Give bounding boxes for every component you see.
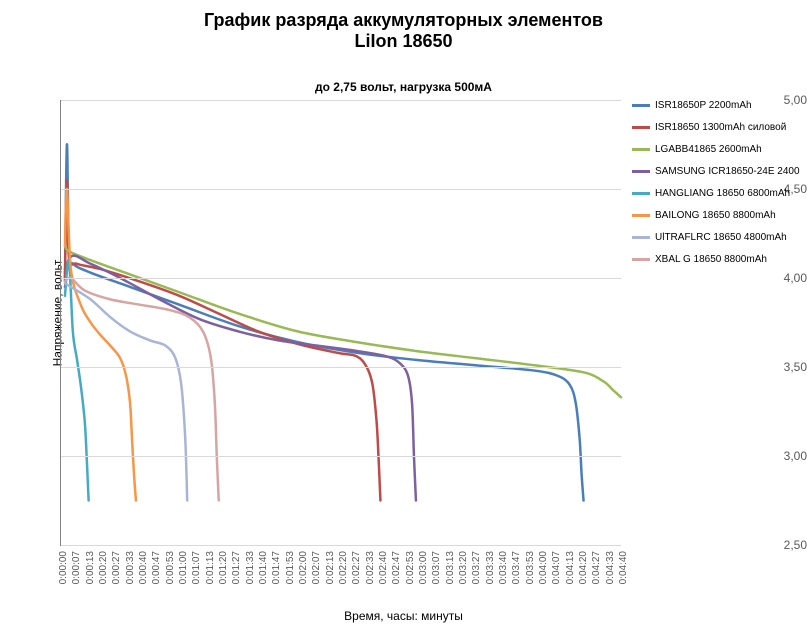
x-tick-label: 0:00:20 [98, 551, 109, 584]
chart-title-line-1: LiIon 18650 [0, 31, 807, 52]
gridline-h [61, 456, 621, 457]
x-tick-label: 0:01:27 [231, 551, 242, 584]
x-tick-label: 0:02:47 [391, 551, 402, 584]
legend-swatch [632, 236, 650, 239]
legend-label: BAILONG 18650 8800mAh [655, 210, 776, 221]
gridline-h [61, 189, 621, 190]
x-tick-label: 0:03:13 [445, 551, 456, 584]
x-tick-label: 0:03:40 [498, 551, 509, 584]
x-tick-label: 0:00:27 [111, 551, 122, 584]
legend-item: UlTRAFLRC 18650 4800mAh [632, 232, 800, 243]
legend-item: BAILONG 18650 8800mAh [632, 210, 800, 221]
legend-swatch [632, 258, 650, 261]
series-line [65, 246, 621, 397]
legend-item: ISR18650P 2200mAh [632, 100, 800, 111]
series-line [65, 256, 416, 501]
chart-container: График разряда аккумуляторных элементовL… [0, 0, 807, 625]
plot-svg [61, 100, 621, 545]
legend-item: XBAL G 18650 8800mAh [632, 254, 800, 265]
legend-item: ISR18650 1300mAh силовой [632, 122, 800, 133]
x-tick-label: 0:02:33 [365, 551, 376, 584]
x-tick-label: 0:03:07 [431, 551, 442, 584]
legend-swatch [632, 214, 650, 217]
x-tick-label: 0:02:40 [378, 551, 389, 584]
x-tick-label: 0:00:40 [138, 551, 149, 584]
gridline-h [61, 100, 621, 101]
x-tick-label: 0:04:27 [591, 551, 602, 584]
y-tick-label: 2,50 [755, 538, 807, 552]
x-tick-label: 0:00:53 [165, 551, 176, 584]
x-tick-label: 0:00:07 [71, 551, 82, 584]
x-tick-label: 0:01:40 [258, 551, 269, 584]
legend-swatch [632, 192, 650, 195]
x-tick-label: 0:01:33 [245, 551, 256, 584]
x-tick-label: 0:00:33 [125, 551, 136, 584]
legend: ISR18650P 2200mAh ISR18650 1300mAh силово… [632, 100, 800, 276]
x-tick-label: 0:04:40 [618, 551, 629, 584]
chart-title: График разряда аккумуляторных элементовL… [0, 10, 807, 52]
series-line [65, 180, 380, 501]
gridline-h [61, 367, 621, 368]
x-tick-label: 0:02:00 [298, 551, 309, 584]
legend-swatch [632, 170, 650, 173]
legend-swatch [632, 104, 650, 107]
x-axis-label: Время, часы: минуты [0, 609, 807, 623]
legend-item: SAMSUNG ICR18650-24E 2400 [632, 166, 800, 177]
x-tick-label: 0:03:47 [511, 551, 522, 584]
x-tick-label: 0:01:20 [218, 551, 229, 584]
plot-area [60, 100, 621, 546]
legend-item: LGABB41865 2600mAh [632, 144, 800, 155]
x-tick-label: 0:02:53 [405, 551, 416, 584]
x-tick-label: 0:02:27 [351, 551, 362, 584]
x-tick-label: 0:00:13 [85, 551, 96, 584]
gridline-h [61, 278, 621, 279]
legend-label: ISR18650 1300mAh силовой [655, 122, 786, 133]
legend-label: ISR18650P 2200mAh [655, 100, 752, 111]
y-tick-label: 3,00 [755, 449, 807, 463]
x-tick-label: 0:01:53 [285, 551, 296, 584]
x-tick-label: 0:04:20 [578, 551, 589, 584]
x-tick-label: 0:00:47 [151, 551, 162, 584]
x-tick-label: 0:03:20 [458, 551, 469, 584]
gridline-h [61, 545, 621, 546]
legend-label: HANGLIANG 18650 6800mAh [655, 188, 790, 199]
y-tick-label: 3,50 [755, 360, 807, 374]
chart-title-line-0: График разряда аккумуляторных элементов [0, 10, 807, 31]
legend-label: XBAL G 18650 8800mAh [655, 254, 767, 265]
legend-item: HANGLIANG 18650 6800mAh [632, 188, 800, 199]
x-tick-label: 0:03:00 [418, 551, 429, 584]
x-tick-label: 0:00:00 [58, 551, 69, 584]
legend-swatch [632, 126, 650, 129]
legend-swatch [632, 148, 650, 151]
x-tick-label: 0:03:53 [525, 551, 536, 584]
legend-label: SAMSUNG ICR18650-24E 2400 [655, 166, 800, 177]
x-tick-label: 0:01:13 [205, 551, 216, 584]
series-line [65, 144, 584, 500]
x-tick-label: 0:04:33 [605, 551, 616, 584]
x-tick-label: 0:03:33 [485, 551, 496, 584]
x-tick-label: 0:02:13 [325, 551, 336, 584]
x-tick-label: 0:03:27 [471, 551, 482, 584]
legend-label: UlTRAFLRC 18650 4800mAh [655, 232, 787, 243]
x-tick-label: 0:02:20 [338, 551, 349, 584]
x-tick-label: 0:02:07 [311, 551, 322, 584]
x-tick-label: 0:01:00 [178, 551, 189, 584]
x-tick-label: 0:01:07 [191, 551, 202, 584]
x-tick-label: 0:01:47 [271, 551, 282, 584]
x-tick-label: 0:04:07 [551, 551, 562, 584]
x-tick-label: 0:04:00 [538, 551, 549, 584]
x-tick-label: 0:04:13 [565, 551, 576, 584]
legend-label: LGABB41865 2600mAh [655, 144, 762, 155]
series-line [65, 283, 187, 500]
chart-subtitle: до 2,75 вольт, нагрузка 500мА [0, 80, 807, 94]
